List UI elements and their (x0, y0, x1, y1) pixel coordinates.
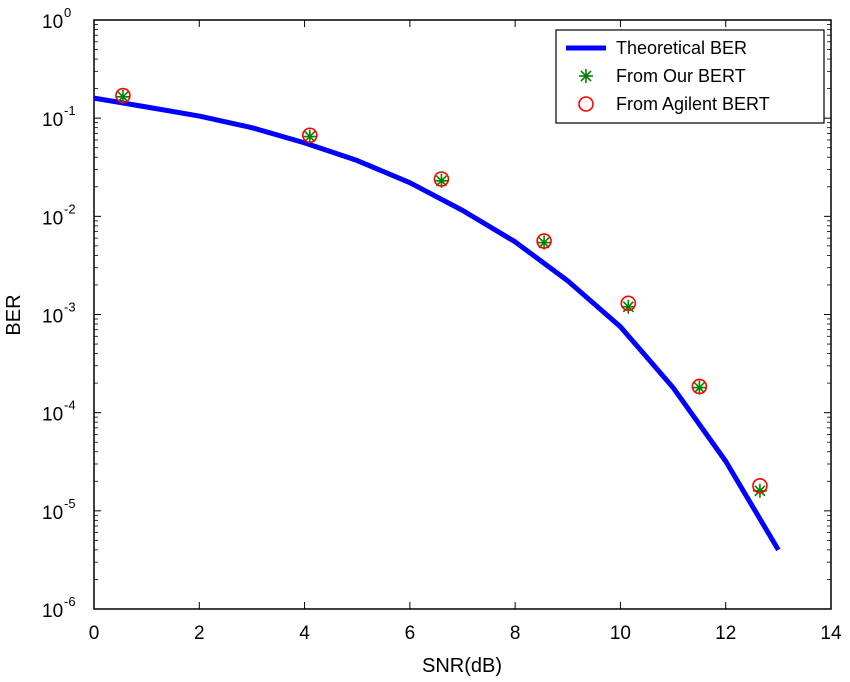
y-tick-label: 10 (42, 307, 63, 328)
agilent-bert-point (302, 127, 318, 144)
star-stroke (538, 236, 550, 249)
agilent-bert-point (691, 378, 708, 395)
x-tick-label: 14 (820, 623, 842, 644)
legend-label: Theoretical BER (616, 38, 747, 58)
x-axis-title: SNR(dB) (422, 655, 502, 677)
theoretical-ber-line (93, 95, 781, 552)
y-tick-exponent: -6 (64, 594, 76, 609)
x-tick-label: 8 (510, 623, 521, 644)
y-tick-exponent: -1 (64, 103, 76, 118)
x-tick-label: 4 (299, 623, 310, 644)
legend-circle-swatch (578, 96, 594, 112)
x-tick-label: 12 (715, 623, 736, 644)
agilent-bert-point (752, 477, 768, 494)
x-tick-label: 6 (405, 623, 416, 644)
y-tick-label: 10 (42, 208, 63, 229)
star-stroke (754, 485, 766, 497)
star-stroke (304, 130, 316, 143)
our-bert-point (115, 89, 130, 104)
series-layer (93, 87, 781, 552)
y-tick-exponent: -4 (64, 398, 76, 413)
y-tick-label: 10 (42, 405, 63, 426)
y-axis-title: BER (3, 294, 25, 335)
y-tick-label: 10 (42, 601, 63, 622)
star-stroke (693, 382, 705, 394)
x-tick-labels: 0 2 4 6 8 10 12 14 (89, 623, 842, 644)
y-tick-label: 10 (42, 503, 63, 524)
y-tick-exponent: -3 (64, 300, 76, 315)
star-stroke (435, 175, 448, 187)
x-tick-label: 10 (610, 623, 631, 644)
y-tick-label: 10 (42, 12, 63, 33)
agilent-bert-point (433, 171, 450, 187)
legend-star-swatch (579, 69, 593, 83)
agilent-bert-point (536, 233, 552, 249)
agilent-bert-point (115, 87, 131, 104)
our-bert-point (692, 380, 707, 395)
y-tick-label: 10 (42, 110, 63, 131)
legend-label: From Our BERT (616, 66, 746, 86)
legend: Theoretical BER From Our BERT From Agilent… (555, 29, 825, 124)
y-tick-exponent: 0 (64, 5, 71, 20)
our-bert-point (621, 299, 636, 314)
our-bert-point (302, 129, 317, 144)
agilent-bert-point (620, 295, 637, 312)
star-stroke (580, 70, 592, 82)
x-tick-label: 0 (89, 623, 100, 644)
y-tick-exponent: -2 (64, 201, 76, 216)
y-tick-exponent: -5 (64, 496, 76, 511)
x-tick-label: 2 (194, 623, 205, 644)
star-stroke (117, 91, 129, 103)
legend-label: From Agilent BERT (616, 94, 770, 114)
axis-ticks (93, 19, 832, 610)
